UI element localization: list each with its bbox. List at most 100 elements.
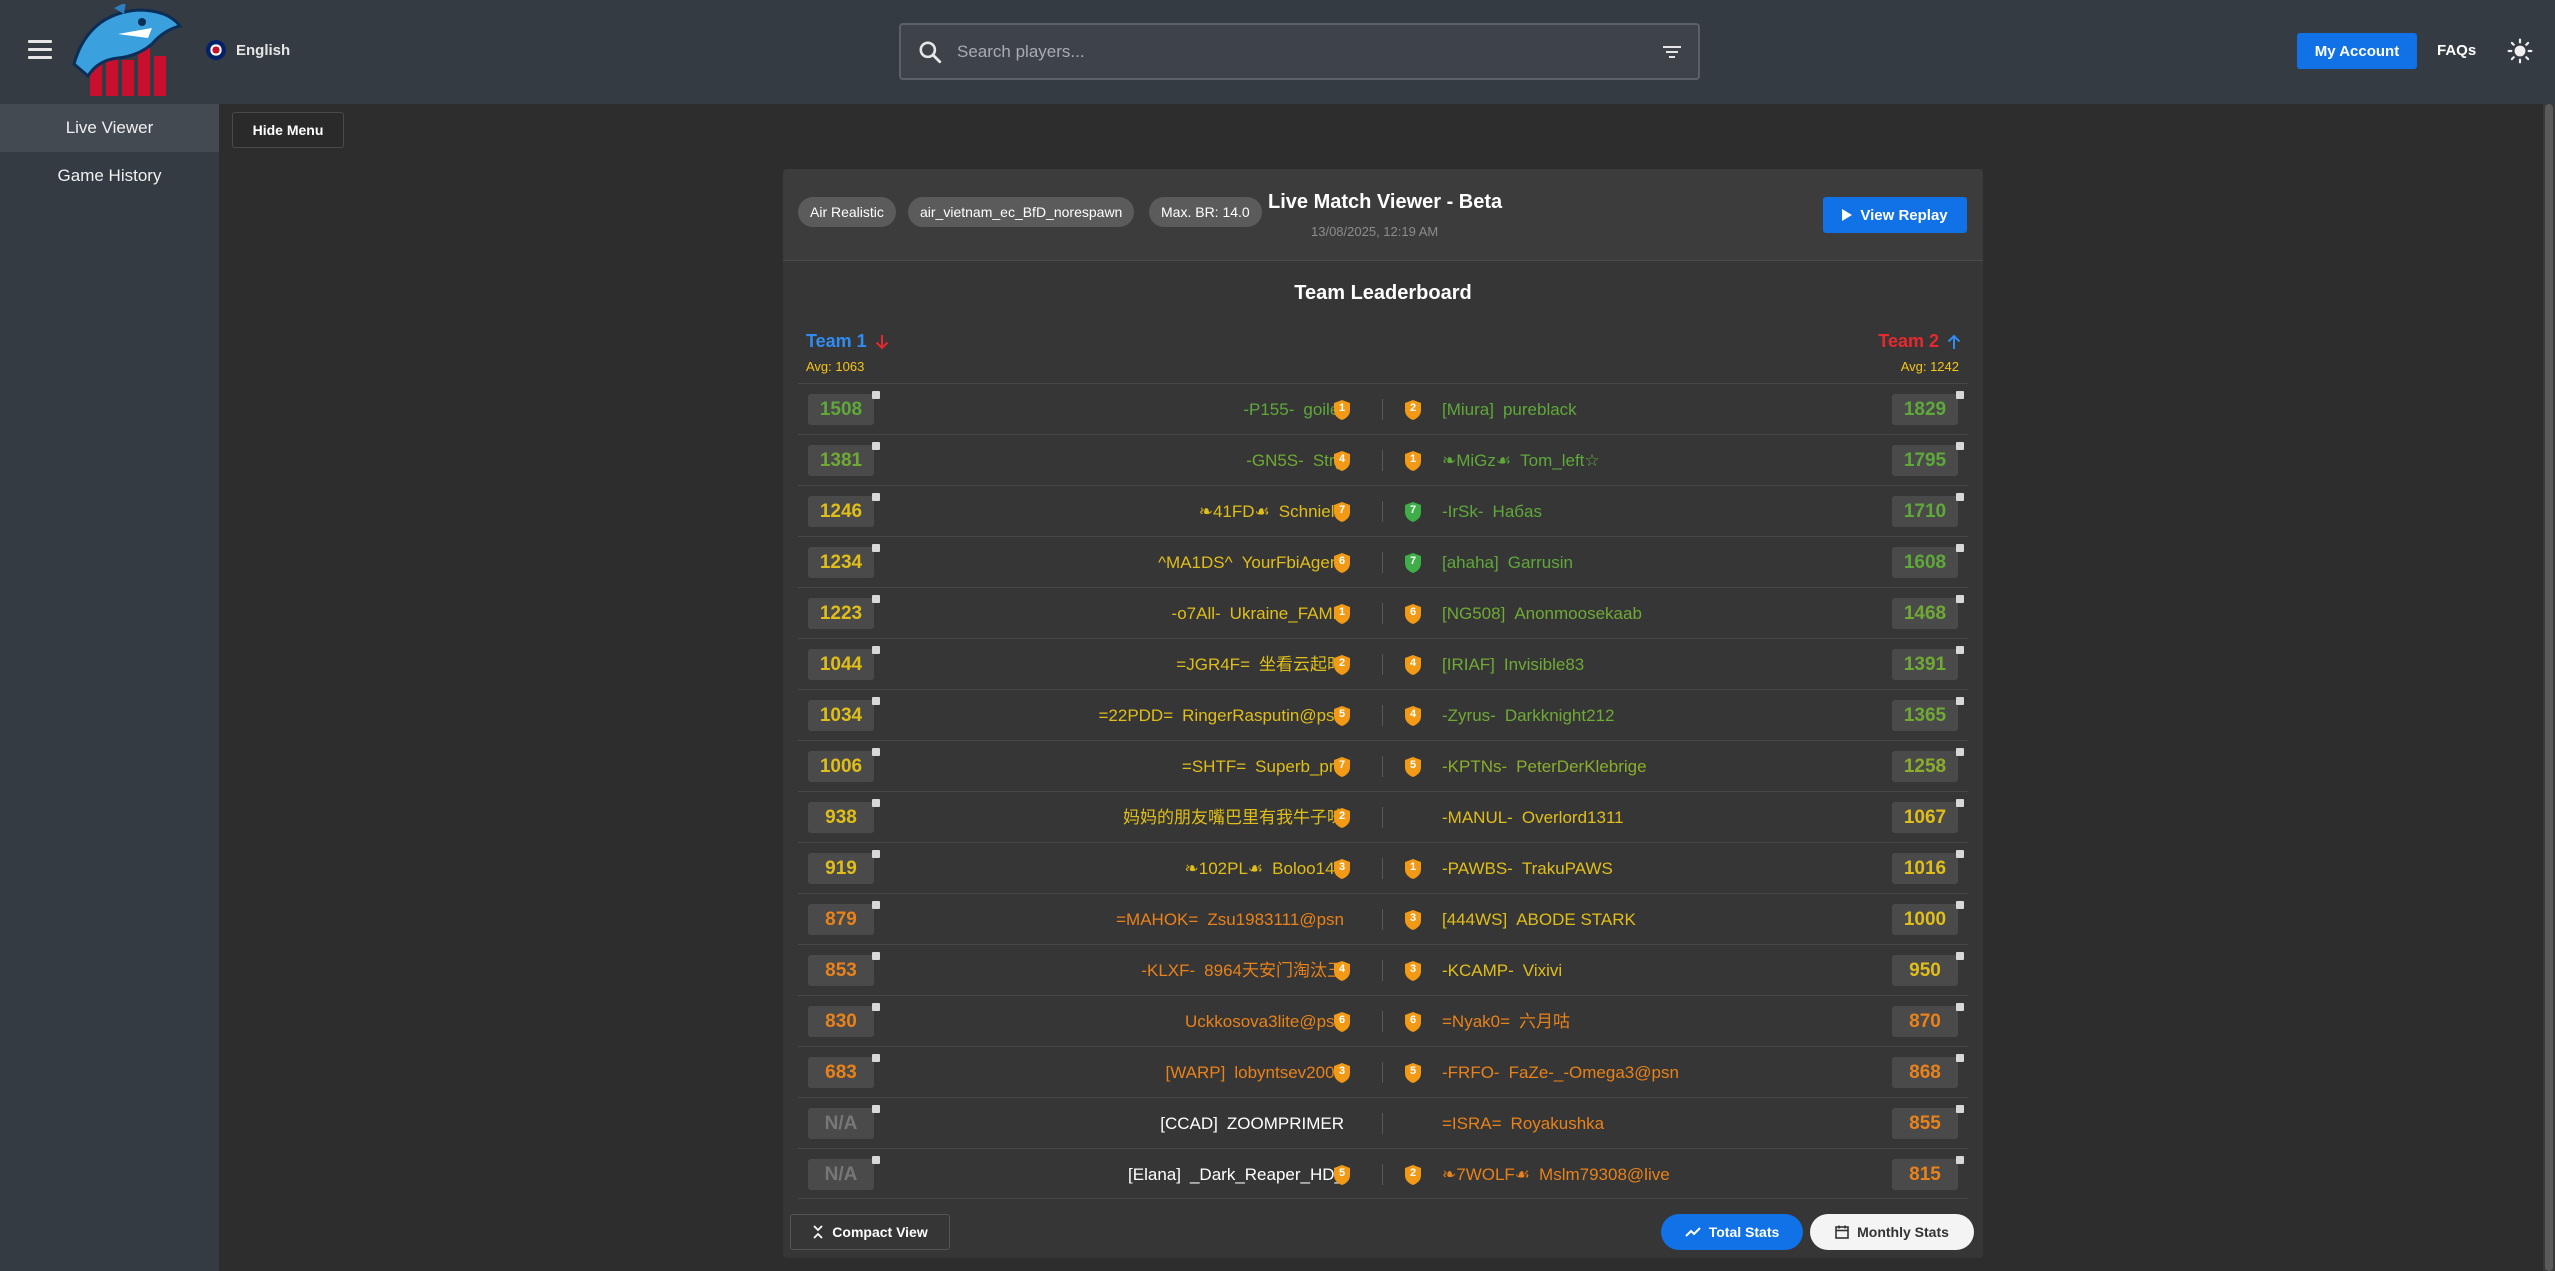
total-stats-button[interactable]: Total Stats [1661,1214,1803,1250]
team1-player[interactable]: ❧41FD☙ Schnield [1199,486,1344,537]
team1-elo[interactable]: 938 [808,802,874,833]
team2-elo[interactable]: 1710 [1892,496,1958,527]
team1-elo[interactable]: N/A [808,1159,874,1190]
team2-player[interactable]: -MANUL- Overlord1311 [1442,792,1624,843]
map-chip: air_vietnam_ec_BfD_norespawn [908,197,1135,227]
team2-elo[interactable]: 1795 [1892,445,1958,476]
team1-elo[interactable]: 1234 [808,547,874,578]
team1-average: Avg: 1063 [806,359,865,374]
team2-elo[interactable]: 1258 [1892,751,1958,782]
team1-elo[interactable]: 683 [808,1057,874,1088]
team1-elo[interactable]: 1034 [808,700,874,731]
info-icon [1956,850,1964,858]
team1-player[interactable]: -KLXF- 8964天安门淘汰王 [1141,945,1344,996]
team-divider [1382,705,1383,726]
player-name: ZOOMPRIMER [1226,1114,1344,1133]
sidebar-item-game-history[interactable]: Game History [57,166,162,185]
team1-header[interactable]: Team 1 [806,331,889,352]
team2-elo[interactable]: 870 [1892,1006,1958,1037]
player-name: Haбas [1492,502,1542,521]
team1-player[interactable]: ❧102PL☙ Boloo146 [1185,843,1345,894]
team1-player[interactable]: 妈妈的朋友嘴巴里有我牛子味 [1123,792,1344,843]
team1-elo[interactable]: 1223 [808,598,874,629]
team2-elo[interactable]: 1067 [1892,802,1958,833]
team2-elo[interactable]: 868 [1892,1057,1958,1088]
team1-player[interactable]: =SHTF= Superb_pro [1182,741,1344,792]
team2-elo[interactable]: 1365 [1892,700,1958,731]
team2-player[interactable]: =ISRA= Royakushka [1442,1098,1604,1149]
team2-player[interactable]: -FRFO- FaZe-_-Omega3@psn [1442,1047,1679,1098]
scrollbar-thumb[interactable] [2545,104,2553,1271]
team2-header[interactable]: Team 2 [1878,331,1961,352]
info-icon [1956,748,1964,756]
team1-player[interactable]: =22PDD= RingerRasputin@psn [1098,690,1344,741]
team2-player[interactable]: -KPTNs- PeterDerKlebrige [1442,741,1647,792]
team1-elo[interactable]: N/A [808,1108,874,1139]
team1-elo[interactable]: 853 [808,955,874,986]
team2-player[interactable]: -KCAMP- Vixivi [1442,945,1562,996]
sidebar-item-live-viewer[interactable]: Live Viewer [0,104,219,152]
team1-elo[interactable]: 1381 [808,445,874,476]
team1-player[interactable]: -o7All- Ukraine_FAME [1172,588,1344,639]
team1-player[interactable]: [CCAD] ZOOMPRIMER [1160,1098,1344,1149]
team2-player[interactable]: -PAWBS- TrakuPAWS [1442,843,1613,894]
team1-elo[interactable]: 1044 [808,649,874,680]
team1-player[interactable]: [Elana] _Dark_Reaper_HD_ [1128,1149,1344,1200]
shark-logo [72,4,183,96]
team2-elo[interactable]: 815 [1892,1159,1958,1190]
team1-player[interactable]: Uckkosova3lite@psn [1185,996,1344,1047]
trend-icon [1685,1227,1701,1237]
faqs-link[interactable]: FAQs [2437,42,2477,59]
team2-player[interactable]: ❧7WOLF☙ Mslm79308@live [1442,1149,1670,1200]
info-icon [1956,901,1964,909]
table-row: 879 =MAHOK= Zsu1983111@psn 3 [444WS] ABODE ST… [798,893,1968,944]
team1-elo[interactable]: 1006 [808,751,874,782]
my-account-button[interactable]: My Account [2297,33,2417,69]
team1-elo[interactable]: 830 [808,1006,874,1037]
page-scrollbar[interactable] [2543,104,2555,1271]
team1-elo[interactable]: 919 [808,853,874,884]
rank-badge-number: 2 [1338,657,1346,669]
info-icon [1956,799,1964,807]
team2-elo[interactable]: 1000 [1892,904,1958,935]
sun-icon[interactable] [2507,38,2533,64]
team1-player[interactable]: -P155- goilet [1243,384,1344,435]
team1-player[interactable]: ^MA1DS^ YourFbiAgent [1158,537,1344,588]
team1-elo[interactable]: 879 [808,904,874,935]
team2-player[interactable]: =Nyak0= 六月咕 [1442,996,1570,1047]
monthly-stats-button[interactable]: Monthly Stats [1810,1214,1974,1250]
team2-player[interactable]: [444WS] ABODE STARK [1442,894,1636,945]
compact-view-button[interactable]: Compact View [790,1214,950,1250]
search-input[interactable] [957,31,1660,72]
team2-player[interactable]: ❧MiGz☙ Tom_left☆ [1442,435,1600,486]
rank-badge-icon: 6 [1403,603,1423,625]
team2-player[interactable]: -Zyrus- Darkknight212 [1442,690,1614,741]
table-row: 938 妈妈的朋友嘴巴里有我牛子味 2 -MANUL- Overlord1311 1067 [798,791,1968,842]
team2-elo[interactable]: 1391 [1892,649,1958,680]
team2-elo[interactable]: 1608 [1892,547,1958,578]
team2-elo[interactable]: 1829 [1892,394,1958,425]
team2-elo[interactable]: 950 [1892,955,1958,986]
team1-player[interactable]: [WARP] lobyntsev2008 [1166,1047,1344,1098]
menu-icon[interactable] [28,40,52,62]
team2-player[interactable]: [IRIAF] Invisible83 [1442,639,1584,690]
team1-elo[interactable]: 1508 [808,394,874,425]
team2-player[interactable]: [Miura] pureblack [1442,384,1577,435]
team1-player[interactable]: =MAHOK= Zsu1983111@psn [1116,894,1344,945]
team2-player[interactable]: -IrSk- Haбas [1442,486,1542,537]
team2-player[interactable]: [ahaha] Garrusin [1442,537,1573,588]
filter-icon[interactable] [1660,40,1684,64]
view-replay-button[interactable]: View Replay [1823,197,1967,233]
rank-badge-number: 7 [1409,555,1417,567]
team2-elo[interactable]: 1016 [1892,853,1958,884]
team1-elo[interactable]: 1246 [808,496,874,527]
language-selector[interactable]: English [206,40,290,60]
team2-elo[interactable]: 855 [1892,1108,1958,1139]
team-divider [1382,1011,1383,1032]
team2-elo[interactable]: 1468 [1892,598,1958,629]
team1-player[interactable]: =JGR4F= 坐看云起时 [1176,639,1344,690]
rank-badge-number: 7 [1338,759,1346,771]
team2-player[interactable]: [NG508] Anonmoosekaab [1442,588,1642,639]
hide-menu-button[interactable]: Hide Menu [232,112,344,148]
team1-player[interactable]: -GN5S- Strg [1246,435,1344,486]
